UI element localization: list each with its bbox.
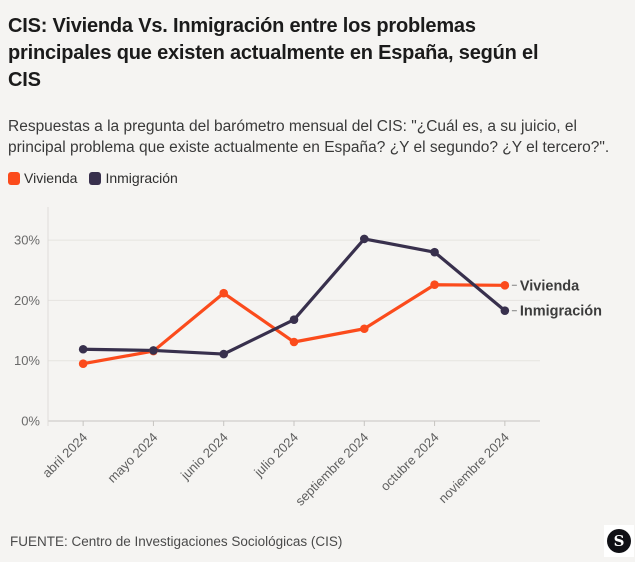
data-point-vivienda[interactable] xyxy=(289,337,299,347)
legend-item-vivienda: Vivienda xyxy=(8,170,77,186)
data-point-vivienda[interactable] xyxy=(78,359,88,369)
publisher-logo: S xyxy=(604,525,634,557)
inmigracion-swatch-icon xyxy=(89,171,102,185)
data-point-inmigracion[interactable] xyxy=(149,346,158,355)
x-axis-label: noviembre 2024 xyxy=(435,430,512,507)
data-point-inmigracion[interactable] xyxy=(359,234,369,244)
x-axis-label: septiembre 2024 xyxy=(292,430,371,509)
x-axis-label: junio 2024 xyxy=(177,430,231,484)
source-note: FUENTE: Centro de Investigaciones Sociol… xyxy=(10,534,343,549)
data-point-inmigracion[interactable] xyxy=(289,315,299,324)
data-point-inmigracion[interactable] xyxy=(219,349,229,359)
data-point-vivienda[interactable] xyxy=(359,324,369,334)
data-point-inmigracion[interactable] xyxy=(78,344,88,354)
publisher-logo-icon: S xyxy=(607,529,631,553)
legend: Vivienda Inmigración xyxy=(8,170,178,186)
data-point-vivienda[interactable] xyxy=(219,288,229,298)
legend-label: Inmigración xyxy=(105,170,178,186)
x-axis-label: abril 2024 xyxy=(39,430,90,481)
series-end-label-vivienda: Vivienda xyxy=(520,278,580,294)
y-axis-label: 20% xyxy=(14,293,40,308)
y-axis-label: 10% xyxy=(14,353,40,368)
data-point-vivienda[interactable] xyxy=(500,281,510,290)
data-point-vivienda[interactable] xyxy=(430,280,439,290)
data-point-inmigracion[interactable] xyxy=(500,306,510,315)
page-title: CIS: Vivienda Vs. Inmigración entre los … xyxy=(8,15,539,91)
vivienda-swatch-icon xyxy=(8,171,20,185)
series-line-inmigracion xyxy=(81,237,507,356)
legend-label: Vivienda xyxy=(24,170,78,186)
x-axis-label: octubre 2024 xyxy=(377,430,441,494)
line-chart: 0% 10% 20% 30% abril 2024 mayo 2024 junio 2024… xyxy=(14,207,602,509)
y-axis-label: 0% xyxy=(21,414,40,429)
x-axis-label: julio 2024 xyxy=(250,430,301,481)
legend-item-inmigracion: Inmigración xyxy=(89,170,178,186)
chart-subtitle: Respuestas a la pregunta del barómetro m… xyxy=(8,118,610,156)
y-axis-label: 30% xyxy=(14,233,40,248)
data-point-inmigracion[interactable] xyxy=(430,247,439,257)
x-axis-label: mayo 2024 xyxy=(104,430,160,486)
series-end-label-inmigracion: Inmigración xyxy=(520,304,602,320)
